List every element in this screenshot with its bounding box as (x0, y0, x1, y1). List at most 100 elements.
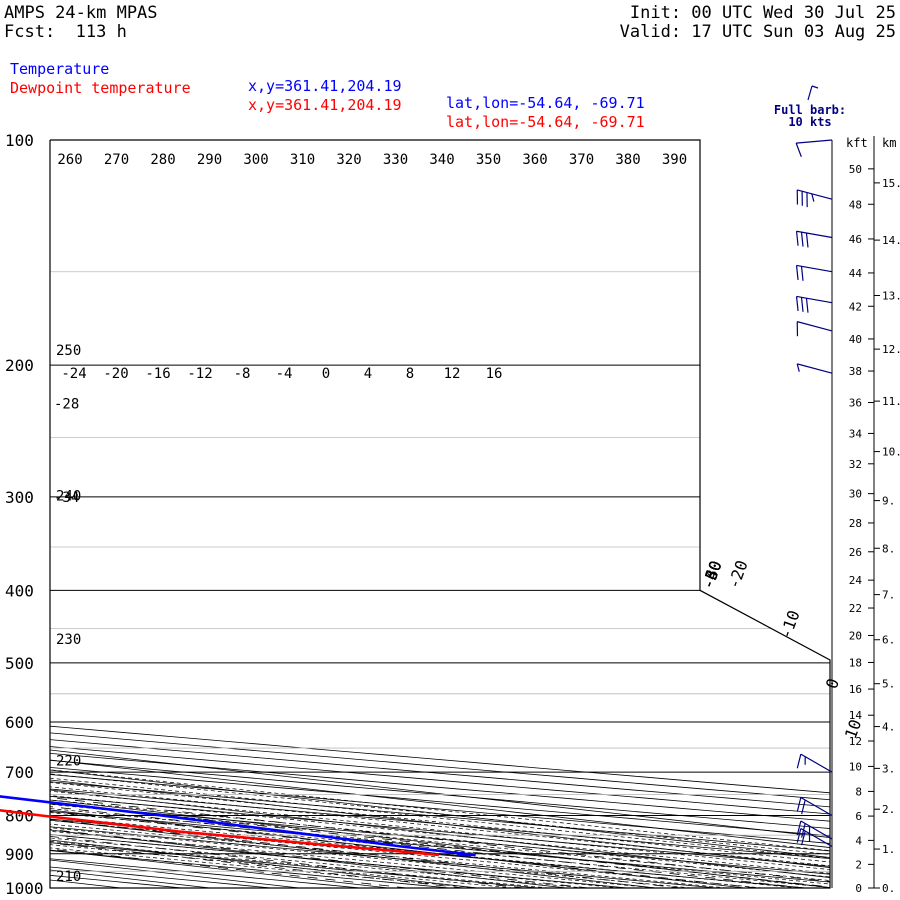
wind-barb (796, 827, 833, 847)
moist-adiabat-label: -12 (187, 366, 212, 382)
theta-label: 270 (104, 152, 129, 168)
theta-label-left: 240 (56, 488, 81, 504)
wind-barb (796, 753, 833, 773)
isotherm-line (50, 140, 830, 888)
wind-barb-staff (796, 295, 833, 304)
wind-barb-flag (801, 799, 806, 815)
moist-adiabat (50, 140, 830, 888)
km-tick-label: 6. (882, 634, 895, 647)
pressure-tick-label: 700 (5, 763, 34, 782)
kft-tick-label: 18 (849, 656, 862, 669)
isotherm-label-side: -30 (698, 558, 726, 592)
theta-label: 320 (336, 152, 361, 168)
dry-adiabat (50, 140, 830, 888)
km-tick-label: 0. (882, 882, 895, 895)
kft-tick-label: 50 (849, 163, 862, 176)
theta-label: 340 (429, 152, 454, 168)
kft-tick-label: 4 (855, 834, 862, 847)
wind-barb-flag (795, 142, 802, 157)
isotherm-label-side: -10 (776, 608, 804, 642)
fcst-value: 113 h (75, 22, 127, 42)
dry-adiabat (50, 140, 830, 888)
legend-temperature-latlon: lat,lon=-54.64, -69.71 (446, 94, 645, 112)
wind-barb-flag (796, 828, 802, 843)
dry-adiabat (50, 140, 830, 888)
km-tick-label: 1. (882, 843, 895, 856)
kft-tick-label: 40 (849, 333, 862, 346)
wind-barb (796, 321, 833, 337)
moist-adiabat (50, 140, 830, 888)
mixing-ratio-line (50, 721, 589, 888)
km-tick-label: 3. (882, 762, 895, 775)
km-tick-label: 12. (882, 343, 900, 356)
moist-adiabat-label: -4 (276, 366, 293, 382)
pressure-tick-label: 200 (5, 356, 34, 375)
wind-profile: Full barb:10 kts (774, 85, 846, 888)
theta-label-left: 230 (56, 632, 81, 648)
kft-tick-label: 24 (849, 574, 863, 587)
km-tick-label: 11. (882, 395, 900, 408)
dry-adiabat (50, 140, 830, 888)
pressure-tick-label: 800 (5, 807, 34, 826)
dry-adiabat (50, 140, 830, 888)
km-tick-label: 13. (882, 289, 900, 302)
theta-label-left: 220 (56, 753, 81, 769)
wind-barb-staff (797, 363, 833, 374)
wind-barb-staff (800, 753, 833, 773)
kft-tick-label: 2 (855, 858, 862, 871)
wind-barb (795, 295, 833, 313)
theta-label: 330 (383, 152, 408, 168)
moist-adiabat-label: 0 (322, 366, 330, 382)
kft-axis-title: kft (846, 136, 868, 150)
mixing-ratio-line (50, 721, 407, 888)
legend-dewpoint-name: Dewpoint temperature (10, 79, 191, 97)
wind-barb-flag (796, 820, 802, 836)
theta-label: 280 (150, 152, 175, 168)
km-tick-label: 15. (882, 177, 900, 190)
theta-label: 260 (57, 152, 82, 168)
km-tick-label: 14. (882, 234, 900, 247)
wind-barb (796, 796, 833, 817)
pressure-tick-label: 400 (5, 581, 34, 600)
init-time: Init: 00 UTC Wed 30 Jul 25 (629, 3, 896, 23)
model-title: AMPS 24-km MPAS (4, 3, 158, 23)
kft-tick-label: 0 (855, 882, 862, 895)
wind-barb-staff (796, 139, 833, 144)
wind-barb (795, 264, 833, 281)
fcst-label: Fcst: (4, 22, 56, 42)
moist-adiabat (50, 140, 514, 888)
wind-barb-flag (800, 266, 804, 281)
theta-label: 350 (476, 152, 501, 168)
theta-label-left: 250 (56, 343, 81, 359)
temperature-line (0, 795, 476, 857)
theta-label: 360 (522, 152, 547, 168)
kft-tick-label: 10 (849, 760, 862, 773)
pressure-tick-label: 300 (5, 488, 34, 507)
wind-barb-flag (800, 297, 804, 312)
wind-barb-staff (800, 796, 833, 817)
isotherm-label-side: -20 (724, 558, 752, 592)
kft-tick-label: 48 (849, 198, 862, 211)
isotherm-line (50, 140, 830, 888)
legend-dewpoint-xy: x,y=361.41,204.19 (248, 96, 402, 114)
km-tick-label: 2. (882, 803, 895, 816)
moist-adiabat (50, 140, 585, 888)
mixing-ratio-line (50, 721, 525, 888)
wind-barb (795, 230, 833, 248)
chart-labels: 1002003004005006007008009001000-130-120-… (5, 131, 865, 898)
km-tick-label: 10. (882, 446, 900, 459)
isotherm-line (50, 140, 830, 888)
km-tick-label: 5. (882, 678, 895, 691)
dry-adiabat (50, 140, 830, 888)
moist-adiabat (50, 140, 830, 888)
moist-adiabat-label: 16 (486, 366, 503, 382)
moist-adiabat (50, 140, 830, 888)
wind-legend-line2: 10 kts (788, 115, 831, 129)
dry-adiabat (50, 140, 830, 888)
wind-barb-flag (795, 265, 799, 281)
kft-tick-label: 36 (849, 397, 862, 410)
wind-barb-staff (796, 264, 833, 273)
wind-legend-barb-flag (811, 85, 819, 89)
wind-barb-flag (796, 753, 802, 769)
